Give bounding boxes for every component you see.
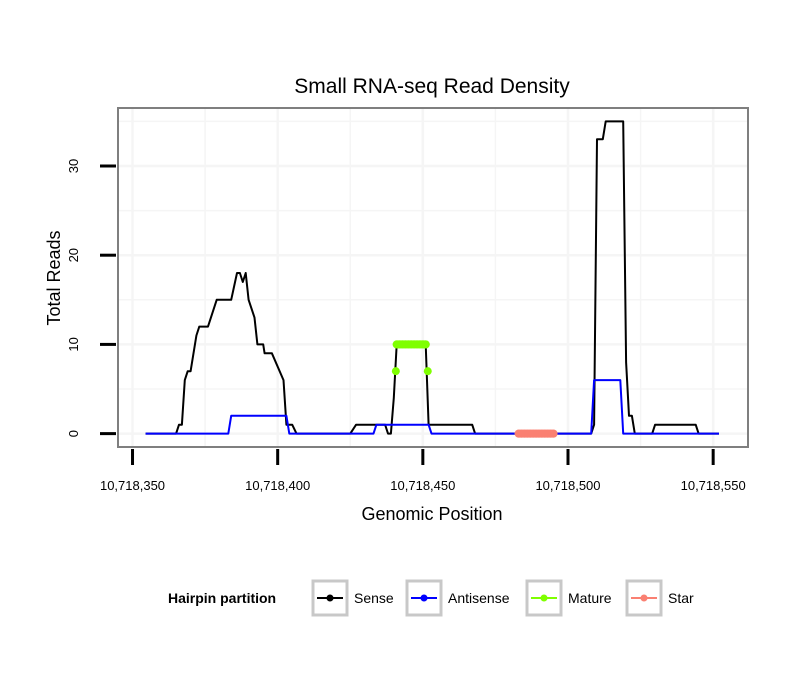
- plot-panel-border: [117, 107, 749, 448]
- y-tick-label: 20: [66, 248, 81, 262]
- antisense-series-line: [145, 379, 719, 435]
- x-tick-label: 10,718,400: [245, 478, 310, 493]
- y-tick-label: 10: [66, 337, 81, 351]
- mature-point: [423, 367, 432, 376]
- y-tick-label: 0: [66, 430, 81, 437]
- legend-point: [420, 594, 428, 602]
- legend-label-antisense: Antisense: [448, 590, 510, 606]
- y-tick-label: 30: [66, 159, 81, 173]
- legend-point: [326, 594, 334, 602]
- chart-title: Small RNA-seq Read Density: [294, 75, 570, 98]
- x-tick-label: 10,718,350: [100, 478, 165, 493]
- legend-point: [640, 594, 648, 602]
- mature-point: [391, 367, 400, 376]
- legend-point: [540, 594, 548, 602]
- legend-label-mature: Mature: [568, 590, 612, 606]
- x-axis-label: Genomic Position: [361, 504, 502, 524]
- legend-label-sense: Sense: [354, 590, 394, 606]
- legend: Hairpin partition Sense Antisense Mature St…: [168, 579, 694, 617]
- x-tick-label: 10,718,550: [681, 478, 746, 493]
- sense-series-line: [145, 120, 719, 435]
- legend-title: Hairpin partition: [168, 590, 276, 606]
- x-tick-label: 10,718,450: [390, 478, 455, 493]
- x-tick-label: 10,718,500: [535, 478, 600, 493]
- y-axis-label: Total Reads: [44, 230, 64, 325]
- legend-label-star: Star: [668, 590, 694, 606]
